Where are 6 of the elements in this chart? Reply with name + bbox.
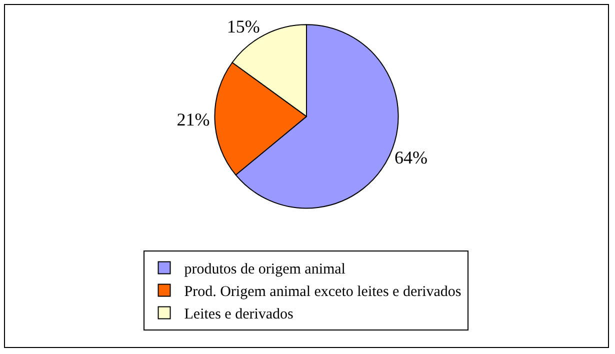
data-label: 15% <box>226 16 260 37</box>
legend-label: Leites e derivados <box>184 306 294 323</box>
legend-label: produtos de origem animal <box>184 262 346 278</box>
data-label: 64% <box>394 147 428 168</box>
legend-label: Prod. Origem animal exceto leites e derivados <box>184 284 462 300</box>
data-label: 21% <box>176 109 210 130</box>
